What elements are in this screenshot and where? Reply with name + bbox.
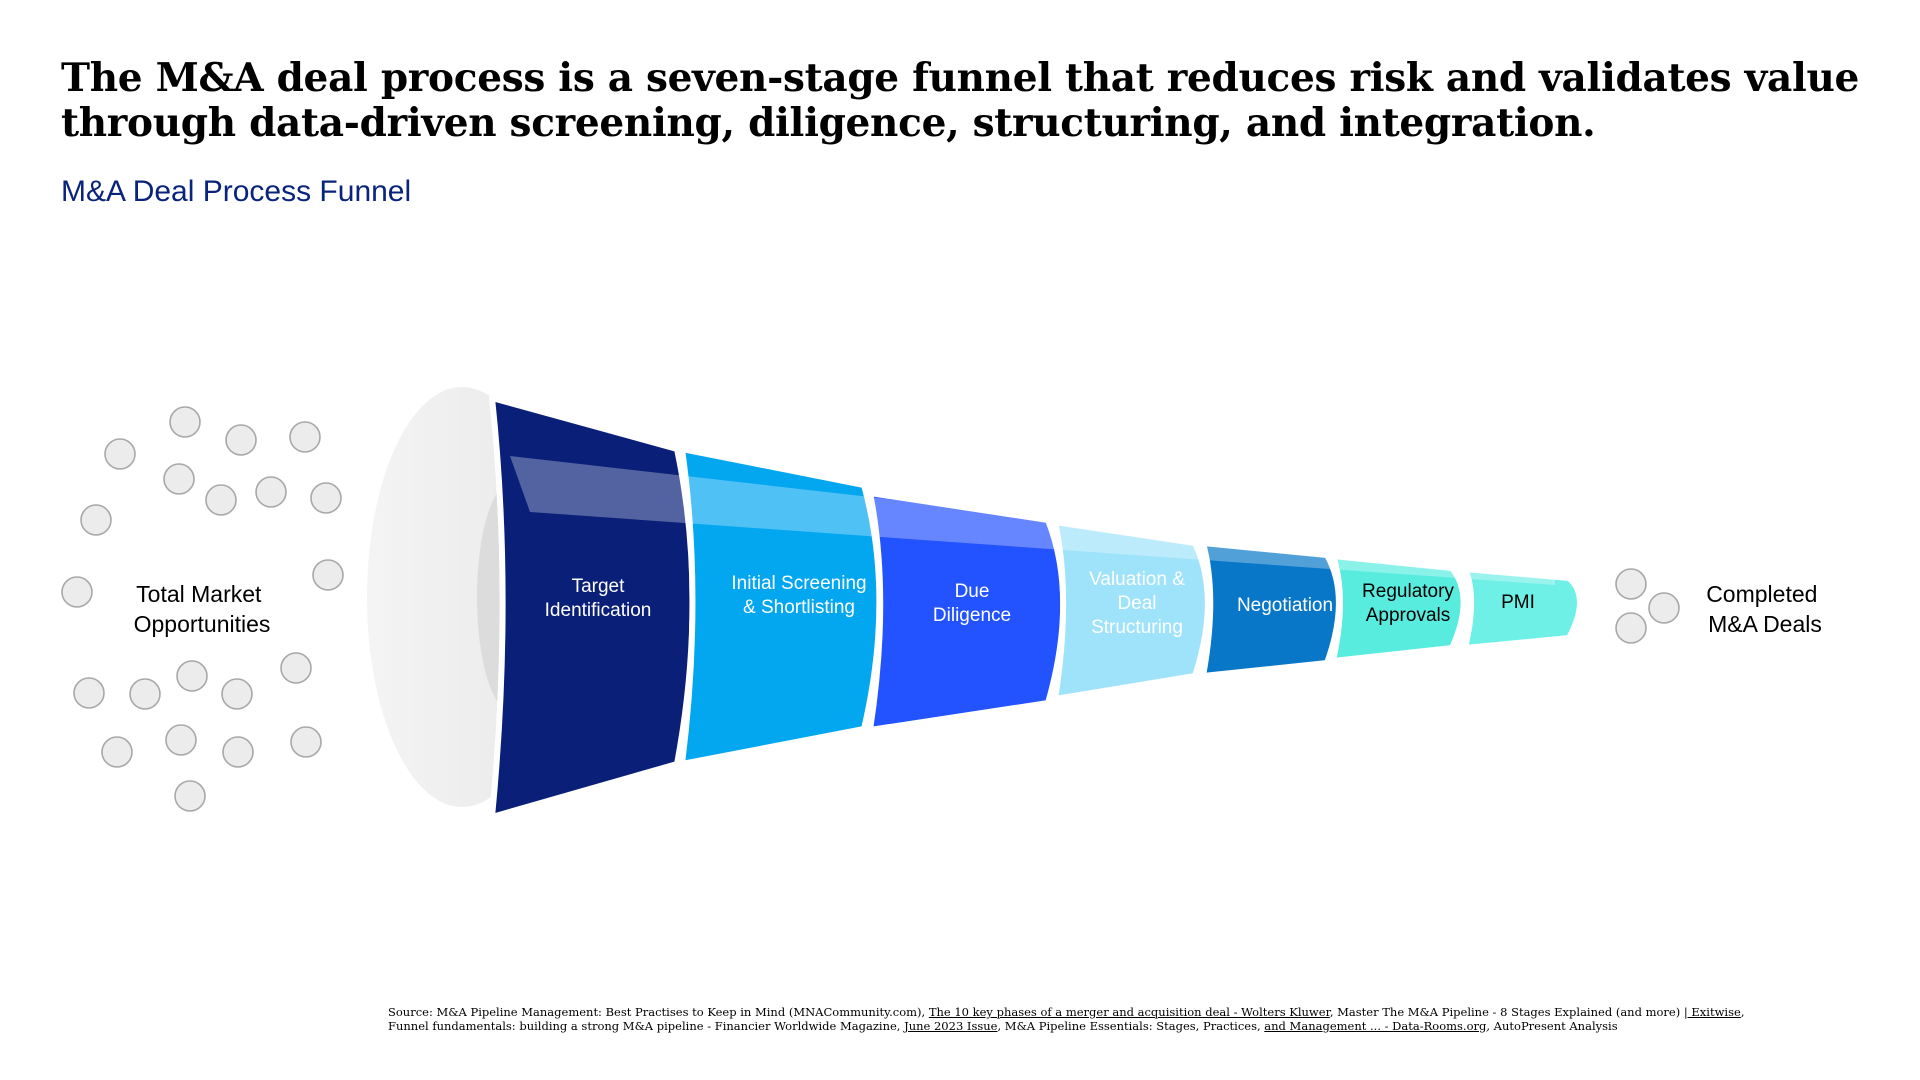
opportunity-dot <box>1615 612 1647 644</box>
opportunity-dot <box>280 652 312 684</box>
funnel-stage-label-line: Deal <box>1117 593 1156 614</box>
funnel-stage-label-3: Due Diligence <box>933 581 1011 626</box>
source-link[interactable]: and Management ... - Data-Rooms.org <box>1264 1018 1487 1033</box>
source-link[interactable]: June 2023 Issue <box>904 1018 998 1033</box>
opportunity-dot <box>104 438 136 470</box>
source-part: , M&A Pipeline Essentials: Stages, Pract… <box>997 1018 1265 1033</box>
funnel-stage-label-line: Due <box>955 581 990 602</box>
funnel-stage-7 <box>1462 566 1583 651</box>
funnel-stage-label-line: & Shortlisting <box>743 597 855 618</box>
source-note: Source: M&A Pipeline Management: Best Pr… <box>388 1005 1768 1033</box>
opportunity-dot <box>312 559 344 591</box>
opportunity-dot <box>289 421 321 453</box>
opportunity-dot <box>129 678 161 710</box>
funnel-stage-label-4: Valuation & Deal Structuring <box>1089 569 1185 638</box>
opportunity-dot <box>221 678 253 710</box>
headline: The M&A deal process is a seven-stage fu… <box>61 56 1861 146</box>
opportunity-dot <box>225 424 257 456</box>
source-part: Source: M&A Pipeline Management: Best Pr… <box>388 1005 929 1019</box>
opportunity-dot <box>290 726 322 758</box>
opportunity-dot <box>80 504 112 536</box>
diagram-subtitle: M&A Deal Process Funnel <box>61 175 412 208</box>
input-label: Total Market Opportunities <box>134 581 271 637</box>
source-part: , AutoPresent Analysis <box>1486 1018 1618 1033</box>
opportunity-dot <box>174 780 206 812</box>
opportunity-dot <box>169 406 201 438</box>
output-label-line-1: Completed <box>1706 581 1817 607</box>
funnel-stage-label-line: Negotiation <box>1237 595 1333 616</box>
funnel-stage-label-line: Valuation & <box>1089 569 1185 590</box>
funnel-stage-label-line: PMI <box>1501 592 1535 613</box>
opportunity-dot <box>61 576 93 608</box>
funnel-stage-label-5: Negotiation <box>1237 595 1333 616</box>
funnel-stage-label-6: Regulatory Approvals <box>1362 581 1454 626</box>
funnel-stage-label-line: Approvals <box>1366 605 1451 626</box>
opportunity-dot <box>255 476 287 508</box>
funnel-stage-label-line: Identification <box>545 600 652 621</box>
funnel-stage-6 <box>1330 553 1467 664</box>
input-label-line-1: Total Market <box>136 581 262 607</box>
funnel-stage-label-line: Initial Screening <box>731 573 866 594</box>
funnel-stage-label-2: Initial Screening & Shortlisting <box>731 573 866 618</box>
input-label-line-2: Opportunities <box>134 611 271 637</box>
headline-line-2: through data-driven screening, diligence… <box>61 100 1596 146</box>
funnel-stage-label-7: PMI <box>1501 592 1535 613</box>
opportunity-dot <box>1648 592 1680 624</box>
funnel-stage-label-1: Target Identification <box>545 576 652 621</box>
opportunity-dot <box>101 736 133 768</box>
source-part: , Funnel fundamentals: building a strong… <box>388 1005 1745 1033</box>
funnel-stage-labels: Target Identification Initial Screening & S… <box>545 569 1535 638</box>
funnel-highlight <box>510 456 1555 585</box>
headline-line-1: The M&A deal process is a seven-stage fu… <box>61 55 1860 101</box>
output-label: Completed M&A Deals <box>1706 581 1824 637</box>
opportunity-dot <box>222 736 254 768</box>
funnel-stage-label-line: Structuring <box>1091 617 1183 638</box>
funnel-stages <box>489 395 1583 820</box>
opportunity-dot <box>163 463 195 495</box>
opportunity-dot <box>165 724 197 756</box>
source-link[interactable]: The 10 key phases of a merger and acquis… <box>928 1005 1330 1019</box>
funnel-stage-label-line: Diligence <box>933 605 1011 626</box>
source-part: , Master The M&A Pipeline - 8 Stages Exp… <box>1329 1005 1684 1019</box>
funnel-stage-label-line: Regulatory <box>1362 581 1454 602</box>
opportunity-dot <box>176 660 208 692</box>
opportunity-dot <box>1615 568 1647 600</box>
opportunity-dots <box>61 406 1680 812</box>
opportunity-dot <box>205 484 237 516</box>
funnel-stage-4 <box>1052 519 1211 702</box>
opportunity-dot <box>310 482 342 514</box>
funnel-stage-label-line: Target <box>572 576 626 597</box>
source-link[interactable]: | Exitwise <box>1683 1005 1741 1019</box>
opportunity-dot <box>73 677 105 709</box>
output-label-line-2: M&A Deals <box>1708 611 1822 637</box>
